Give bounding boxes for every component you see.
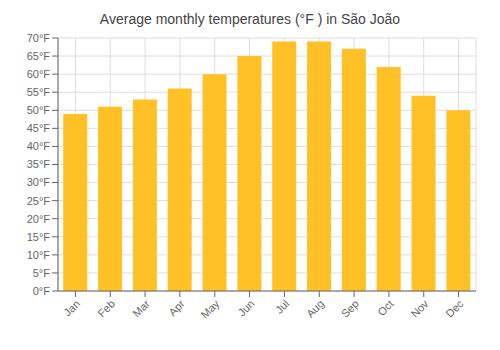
svg-text:Mar: Mar bbox=[130, 297, 152, 319]
svg-text:5°F: 5°F bbox=[33, 267, 51, 279]
svg-text:Jan: Jan bbox=[61, 297, 82, 318]
svg-text:35°F: 35°F bbox=[27, 158, 51, 170]
svg-text:Feb: Feb bbox=[95, 297, 117, 319]
svg-text:0°F: 0°F bbox=[33, 285, 51, 297]
svg-text:65°F: 65°F bbox=[27, 50, 51, 62]
svg-text:Aug: Aug bbox=[304, 297, 326, 319]
svg-text:20°F: 20°F bbox=[27, 213, 51, 225]
svg-text:55°F: 55°F bbox=[27, 86, 51, 98]
svg-text:60°F: 60°F bbox=[27, 68, 51, 80]
svg-text:Jun: Jun bbox=[235, 297, 256, 318]
svg-text:40°F: 40°F bbox=[27, 140, 51, 152]
svg-text:30°F: 30°F bbox=[27, 176, 51, 188]
svg-text:Nov: Nov bbox=[408, 297, 431, 320]
svg-text:Dec: Dec bbox=[443, 297, 466, 320]
svg-text:70°F: 70°F bbox=[27, 32, 51, 44]
svg-text:10°F: 10°F bbox=[27, 249, 51, 261]
svg-text:Apr: Apr bbox=[166, 297, 187, 318]
svg-text:May: May bbox=[199, 297, 223, 321]
svg-text:50°F: 50°F bbox=[27, 104, 51, 116]
svg-text:Sep: Sep bbox=[339, 297, 361, 319]
html-text:Average monthly temperatures (: Average monthly temperatures (°F ) in Sã… bbox=[99, 11, 401, 27]
svg-text:15°F: 15°F bbox=[27, 231, 51, 243]
svg-text:25°F: 25°F bbox=[27, 195, 51, 207]
svg-text:45°F: 45°F bbox=[27, 122, 51, 134]
svg-text:Jul: Jul bbox=[273, 297, 291, 315]
svg-text:Oct: Oct bbox=[375, 297, 396, 318]
